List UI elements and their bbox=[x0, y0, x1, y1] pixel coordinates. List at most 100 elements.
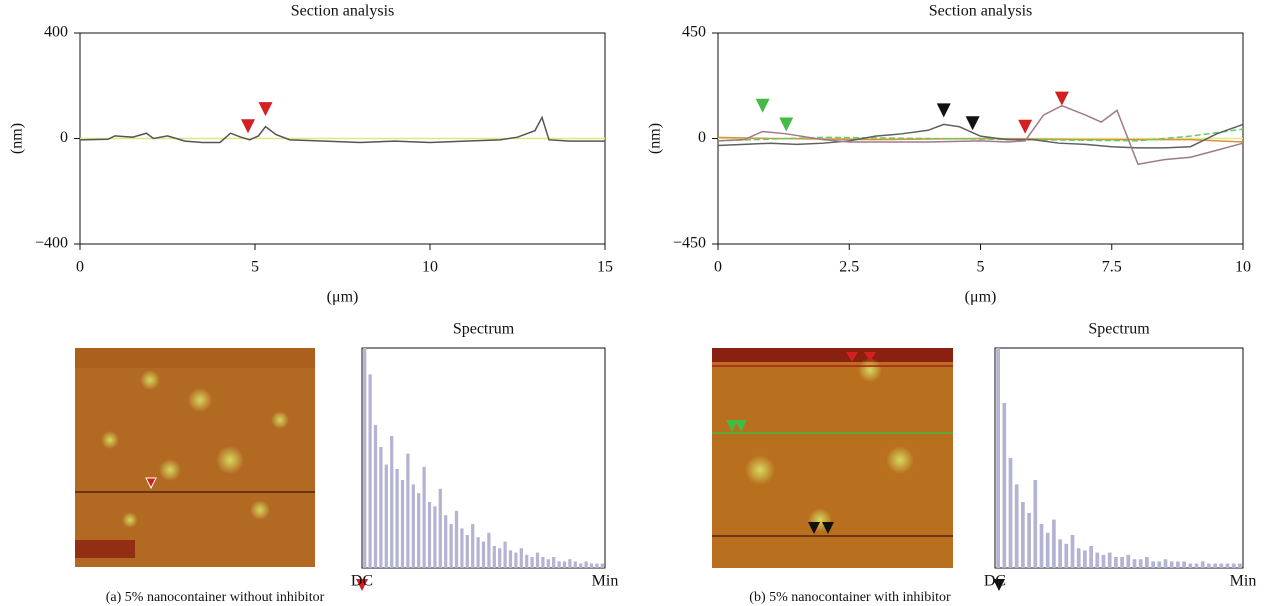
section-marker bbox=[258, 102, 273, 117]
x-tick-label: 5 bbox=[251, 259, 259, 276]
bar bbox=[417, 493, 421, 568]
bar bbox=[373, 425, 378, 568]
bar bbox=[1008, 458, 1013, 568]
bar bbox=[1182, 561, 1186, 568]
series-line bbox=[717, 123, 1244, 149]
x-tick-label: 2.5 bbox=[839, 259, 859, 276]
afm-image-a bbox=[75, 348, 315, 567]
bar bbox=[476, 537, 480, 568]
bar bbox=[589, 563, 594, 568]
bar bbox=[492, 546, 496, 568]
bar bbox=[1089, 546, 1093, 568]
chart-title: Section analysis bbox=[291, 3, 395, 20]
bar bbox=[444, 515, 448, 568]
section-marker bbox=[965, 116, 980, 131]
bar bbox=[433, 506, 437, 568]
x-axis-label: (μm) bbox=[327, 289, 359, 306]
x-tick-label: 15 bbox=[597, 259, 613, 276]
bar bbox=[1169, 561, 1174, 568]
bar bbox=[568, 559, 572, 568]
bar bbox=[384, 464, 388, 568]
bar bbox=[460, 528, 464, 568]
bar bbox=[1058, 539, 1062, 568]
bar bbox=[996, 348, 1000, 568]
bar bbox=[368, 374, 372, 568]
bar bbox=[535, 552, 540, 568]
bar bbox=[1101, 554, 1106, 568]
bar bbox=[1114, 557, 1118, 568]
bar bbox=[422, 466, 426, 568]
bar bbox=[1151, 561, 1155, 568]
bar bbox=[595, 563, 599, 568]
bar bbox=[1207, 563, 1211, 568]
bar bbox=[519, 548, 523, 568]
bar bbox=[557, 561, 561, 568]
y-tick-label: 0 bbox=[60, 129, 68, 146]
y-tick-label: 450 bbox=[682, 24, 706, 41]
bar bbox=[562, 561, 567, 568]
x-tick-label: DC bbox=[984, 573, 1006, 590]
bar bbox=[579, 563, 583, 568]
bar bbox=[471, 524, 475, 568]
bar bbox=[1132, 559, 1137, 568]
x-tick-label: Min bbox=[592, 573, 619, 590]
bar bbox=[530, 557, 534, 568]
x-tick-label: 5 bbox=[977, 259, 985, 276]
caption: (a) 5% nanocontainer without inhibitor bbox=[106, 590, 325, 605]
bar bbox=[1213, 563, 1217, 568]
section-marker bbox=[755, 98, 770, 113]
bar bbox=[1052, 519, 1056, 568]
bar bbox=[1126, 554, 1131, 568]
bar bbox=[1083, 550, 1087, 568]
bar bbox=[514, 552, 518, 568]
chart-title: Section analysis bbox=[929, 3, 1033, 20]
bar bbox=[1138, 559, 1143, 568]
bar bbox=[454, 510, 459, 568]
bar bbox=[411, 484, 415, 568]
bar bbox=[1021, 502, 1025, 568]
x-tick-label: Min bbox=[1230, 573, 1257, 590]
bar bbox=[427, 502, 432, 568]
y-tick-label: −450 bbox=[673, 235, 706, 252]
bar bbox=[1231, 563, 1236, 568]
bar bbox=[1033, 480, 1038, 568]
bar bbox=[400, 480, 405, 568]
bar bbox=[1219, 563, 1224, 568]
y-tick-label: 0 bbox=[698, 129, 706, 146]
bar bbox=[552, 557, 556, 568]
bar bbox=[508, 550, 513, 568]
bar bbox=[379, 447, 383, 568]
x-tick-label: 0 bbox=[76, 259, 84, 276]
section-marker bbox=[936, 103, 951, 118]
chart-title: Spectrum bbox=[453, 321, 515, 338]
plot-frame bbox=[994, 347, 1244, 569]
bar bbox=[1176, 561, 1180, 568]
dc-marker bbox=[993, 579, 1005, 591]
bar bbox=[1014, 484, 1019, 568]
bar bbox=[1188, 563, 1193, 568]
bar bbox=[449, 524, 453, 568]
bar bbox=[600, 563, 604, 568]
bar bbox=[1045, 532, 1050, 568]
chart-title: Spectrum bbox=[1088, 321, 1150, 338]
bar bbox=[1095, 552, 1100, 568]
y-tick-label: −400 bbox=[35, 235, 68, 252]
bar bbox=[1163, 559, 1168, 568]
bar bbox=[1076, 548, 1081, 568]
bar bbox=[390, 436, 394, 568]
bar bbox=[363, 348, 367, 568]
afm-image-b bbox=[712, 348, 953, 568]
dc-marker bbox=[356, 579, 368, 591]
x-axis-label: (μm) bbox=[965, 289, 997, 306]
y-axis-label: (nm) bbox=[9, 123, 26, 154]
bar bbox=[503, 541, 507, 568]
bar bbox=[1238, 563, 1242, 568]
bar bbox=[1194, 563, 1199, 568]
bar bbox=[1157, 561, 1162, 568]
x-tick-label: 10 bbox=[1235, 259, 1251, 276]
bar bbox=[1107, 552, 1112, 568]
x-tick-label: 7.5 bbox=[1102, 259, 1122, 276]
x-tick-label: 10 bbox=[422, 259, 438, 276]
y-axis-label: (nm) bbox=[647, 123, 664, 154]
